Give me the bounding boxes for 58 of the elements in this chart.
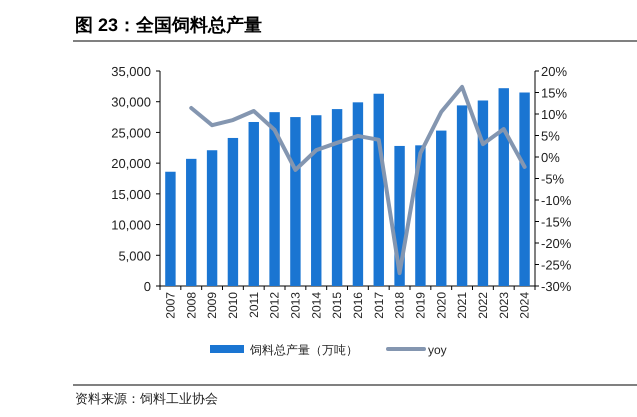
bar xyxy=(498,88,509,286)
bar xyxy=(228,138,238,286)
x-tick-label: 2021 xyxy=(455,292,470,319)
y-tick-label: 15,000 xyxy=(111,186,151,202)
text: 资料来源：饲料工业协会 xyxy=(75,391,218,406)
bar xyxy=(456,105,468,286)
line-series xyxy=(189,84,527,276)
x-tick-label: 2014 xyxy=(309,292,324,319)
x-tick-label: 2019 xyxy=(413,292,428,319)
y-tick-label: 0 xyxy=(144,279,151,294)
bar xyxy=(519,92,530,286)
x-tick-label: 2011 xyxy=(246,292,261,318)
x-tick-label: 2018 xyxy=(392,292,407,319)
y-tick-label: 35,000 xyxy=(111,64,151,79)
x-tick-label: 2009 xyxy=(205,292,220,319)
x-tick-label: 2016 xyxy=(350,292,365,319)
x-tick-label: 2013 xyxy=(288,292,302,319)
bar xyxy=(165,172,176,286)
y-tick-label: 10,000 xyxy=(111,218,151,233)
x-tick-label: 2020 xyxy=(434,292,448,319)
bar xyxy=(352,102,364,286)
legend-label: 饲料总产量（万吨） xyxy=(249,343,358,357)
y2-tick-label: 10% xyxy=(541,107,568,122)
y2-tick-label: 5% xyxy=(541,128,560,144)
y2-tick-label: -10% xyxy=(541,193,572,208)
x-tick-label: 2022 xyxy=(476,292,490,319)
bar xyxy=(436,130,446,286)
x-tick-label: 2024 xyxy=(518,292,532,319)
y-tick-label: 5,000 xyxy=(118,248,151,264)
x-tick-label: 2008 xyxy=(184,292,198,319)
y-tick-label: 20,000 xyxy=(111,156,151,172)
bar xyxy=(332,109,342,286)
x-tick-label: 2010 xyxy=(226,292,240,319)
x-tick-label: 2023 xyxy=(496,292,511,319)
bar xyxy=(206,150,218,286)
y-tick-label: 25,000 xyxy=(111,125,151,140)
chart-title: 图 23：全国饲料总产量 xyxy=(75,15,262,35)
bar xyxy=(269,112,280,286)
y2-tick-label: -30% xyxy=(541,279,572,294)
x-tick-label: 2017 xyxy=(372,292,386,319)
y2-tick-label: -20% xyxy=(541,236,572,251)
bar xyxy=(248,122,259,286)
bar xyxy=(186,158,196,286)
x-tick-label: 2007 xyxy=(163,292,178,319)
bar xyxy=(290,117,301,286)
y2-tick-label: -25% xyxy=(541,258,572,272)
x-tick-label: 2012 xyxy=(268,292,282,319)
y2-tick-label: 20% xyxy=(541,64,568,79)
bar xyxy=(311,115,322,286)
y2-tick-label: -5% xyxy=(541,172,565,186)
y2-tick-label: -15% xyxy=(541,214,572,230)
legend-label: yoy xyxy=(428,343,447,357)
bar xyxy=(374,94,384,286)
y-tick-label: 30,000 xyxy=(111,94,151,110)
x-tick-label: 2015 xyxy=(330,292,344,319)
y2-tick-label: 15% xyxy=(541,86,568,100)
bar xyxy=(478,100,488,286)
y2-tick-label: 0% xyxy=(541,150,560,165)
